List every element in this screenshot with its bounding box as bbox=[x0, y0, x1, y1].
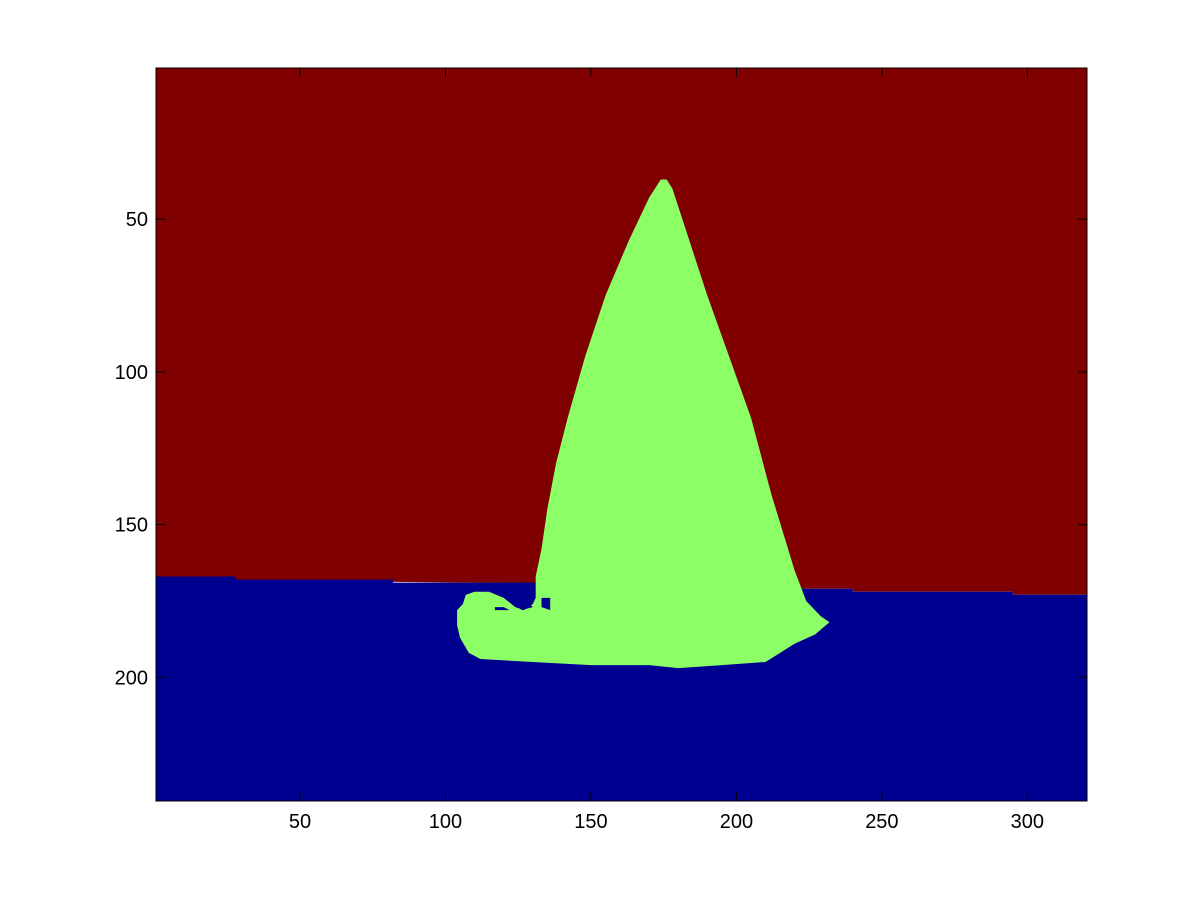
x-tick-label: 100 bbox=[429, 811, 462, 833]
x-axis: 50 100 150 200 250 300 bbox=[289, 68, 1044, 833]
region-label-1-4 bbox=[518, 604, 533, 611]
y-tick-label: 50 bbox=[126, 209, 148, 231]
x-tick-label: 250 bbox=[865, 811, 898, 833]
y-axis: 50 100 150 200 bbox=[115, 209, 1087, 689]
x-tick-label: 300 bbox=[1011, 811, 1044, 833]
y-tick-label: 200 bbox=[115, 667, 148, 689]
region-label-1-5 bbox=[541, 597, 551, 611]
region-label-1-1 bbox=[156, 576, 1087, 801]
plot-area bbox=[156, 68, 1087, 801]
y-tick-label: 150 bbox=[115, 515, 148, 537]
x-tick-label: 150 bbox=[574, 811, 607, 833]
region-label-1-3 bbox=[494, 607, 510, 611]
x-tick-label: 200 bbox=[720, 811, 753, 833]
region-label-2-2 bbox=[457, 179, 830, 669]
y-tick-label: 100 bbox=[115, 362, 148, 384]
axes-frame bbox=[155, 67, 1088, 802]
x-tick-label: 50 bbox=[289, 811, 311, 833]
